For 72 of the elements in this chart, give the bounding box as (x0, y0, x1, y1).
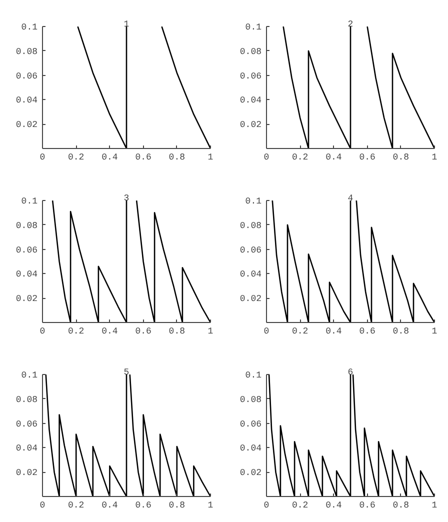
x-tick-label: 0.4 (102, 500, 118, 510)
x-tick-label: 1 (432, 326, 438, 336)
y-tick-label: 0.1 (245, 22, 262, 32)
x-tick-label: 1 (208, 500, 214, 510)
chart-title: 2 (348, 20, 354, 30)
chart-title: 4 (348, 194, 354, 204)
x-tick-label: 0.6 (359, 500, 376, 510)
y-tick-label: 0.08 (16, 220, 38, 231)
y-tick-label: 0.06 (16, 419, 38, 430)
x-tick-label: 0.6 (135, 500, 152, 510)
y-tick-label: 0.1 (21, 22, 38, 32)
y-tick-label: 0.1 (245, 196, 262, 206)
y-tick-label: 0.02 (16, 294, 38, 304)
y-tick-label: 0.02 (240, 294, 262, 304)
y-tick-label: 0.06 (240, 245, 262, 256)
y-tick-label: 0.06 (240, 71, 262, 82)
chart-title: 6 (348, 368, 354, 378)
x-tick-label: 0.6 (135, 326, 152, 336)
x-tick-label: 0.6 (135, 152, 152, 162)
x-tick-label: 0 (264, 500, 270, 510)
x-tick-label: 0.6 (359, 326, 376, 336)
x-tick-label: 0.4 (326, 152, 342, 162)
y-tick-label: 0.08 (240, 46, 262, 57)
x-tick-label: 0 (264, 152, 270, 162)
x-tick-label: 0.6 (359, 152, 376, 162)
x-tick-label: 0.2 (68, 326, 84, 336)
x-tick-label: 0.2 (292, 500, 308, 510)
y-tick-label: 0.08 (16, 46, 38, 57)
y-tick-label: 0.04 (16, 96, 38, 106)
x-tick-label: 1 (208, 152, 214, 162)
y-tick-label: 0.08 (16, 394, 38, 405)
y-tick-label: 0.06 (16, 71, 38, 82)
x-tick-label: 0.4 (102, 326, 118, 336)
x-tick-label: 0 (40, 326, 46, 336)
x-tick-label: 1 (432, 500, 438, 510)
y-tick-label: 0.02 (16, 120, 38, 130)
x-tick-label: 0.4 (102, 152, 118, 162)
x-tick-label: 0.8 (392, 500, 409, 510)
x-tick-label: 0.2 (292, 152, 308, 162)
x-tick-label: 0.8 (168, 500, 185, 510)
y-tick-label: 0.04 (16, 444, 38, 454)
x-tick-label: 0.8 (168, 152, 185, 162)
chart-title: 3 (124, 194, 130, 204)
y-tick-label: 0.04 (240, 444, 262, 454)
y-tick-label: 0.04 (240, 270, 262, 280)
x-tick-label: 0.2 (68, 152, 84, 162)
x-tick-label: 0.8 (392, 326, 409, 336)
x-tick-label: 1 (432, 152, 438, 162)
y-tick-label: 0.02 (16, 468, 38, 478)
y-tick-label: 0.08 (240, 394, 262, 405)
x-tick-label: 0.4 (326, 326, 342, 336)
y-tick-label: 0.1 (21, 196, 38, 206)
y-tick-label: 0.02 (240, 120, 262, 130)
chart-title: 5 (124, 368, 130, 378)
y-tick-label: 0.04 (240, 96, 262, 106)
x-tick-label: 0.2 (68, 500, 84, 510)
x-tick-label: 0.2 (292, 326, 308, 336)
y-tick-label: 0.06 (240, 419, 262, 430)
x-tick-label: 0.8 (392, 152, 409, 162)
x-tick-label: 1 (208, 326, 214, 336)
y-tick-label: 0.02 (240, 468, 262, 478)
y-tick-label: 0.06 (16, 245, 38, 256)
y-tick-label: 0.1 (245, 370, 262, 380)
x-tick-label: 0.4 (326, 500, 342, 510)
y-tick-label: 0.08 (240, 220, 262, 231)
x-tick-label: 0 (40, 152, 46, 162)
chart-title: 1 (124, 20, 130, 30)
x-tick-label: 0 (40, 500, 46, 510)
x-tick-label: 0.8 (168, 326, 185, 336)
y-tick-label: 0.1 (21, 370, 38, 380)
y-tick-label: 0.04 (16, 270, 38, 280)
x-tick-label: 0 (264, 326, 270, 336)
